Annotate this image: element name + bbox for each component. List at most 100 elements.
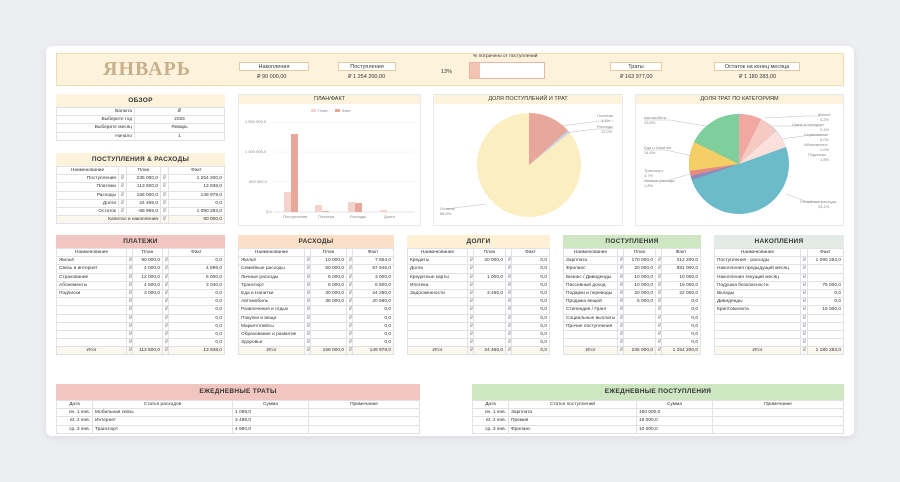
kpi-balance-label: Остаток на конец месяца bbox=[714, 62, 800, 71]
table-row[interactable]: ₽ ₽0,0 bbox=[407, 305, 550, 315]
table-row[interactable]: Прочие поступления ₽ ₽0,0 bbox=[563, 321, 701, 331]
table-row[interactable]: Продажа вещей ₽5 000,0 ₽0,0 bbox=[563, 297, 701, 307]
table-row[interactable]: Жильё ₽10 000,0 ₽7 654,0 bbox=[238, 256, 394, 266]
expenses-title: РАСХОДЫ bbox=[238, 235, 394, 248]
table-row[interactable]: Задолженности ₽3 465,0 ₽0,0 bbox=[407, 288, 550, 299]
table-row[interactable]: Маркетплейсы ₽ ₽0,0 bbox=[238, 321, 394, 331]
table-row: Долги ₽24 465,0 ₽0,0 bbox=[56, 198, 225, 208]
table-row[interactable]: Здоровье ₽ ₽0,0 bbox=[238, 338, 394, 348]
pct-label: % потрачено от поступлений bbox=[473, 54, 538, 59]
kpi-spend-value: ₽ 163 977,00 bbox=[620, 74, 653, 80]
overview-title: ОБЗОР bbox=[56, 94, 225, 107]
table-row[interactable]: вт, 2 янв. Интернет 3 499,0 bbox=[56, 416, 420, 426]
table-row[interactable]: пн, 1 янв. Зарплата 150 000,0 bbox=[472, 408, 844, 418]
table-row[interactable]: ₽ ₽0,0 bbox=[56, 313, 225, 323]
table-row[interactable]: Криптовалюта ₽15 000,0 bbox=[714, 305, 844, 315]
month-select[interactable]: Январь bbox=[134, 123, 225, 133]
table-row[interactable]: Бизнес / Дивиденды ₽10 000,0 ₽10 000,0 bbox=[563, 272, 701, 282]
total-row: Итог ₽156 000,0 ₽149 979,0 bbox=[238, 346, 394, 356]
table-row[interactable]: ₽ bbox=[714, 321, 844, 331]
start-day-input[interactable]: 1 bbox=[134, 131, 225, 141]
bar-plan-expenses bbox=[348, 202, 355, 212]
pct-value: 13% bbox=[441, 69, 453, 75]
table-row[interactable]: ₽ ₽0,0 bbox=[407, 321, 550, 331]
table-row[interactable]: Развлечения и отдых ₽ ₽0,0 bbox=[238, 305, 394, 315]
table-row[interactable]: ₽ ₽0,0 bbox=[563, 338, 701, 348]
col-header: Факт bbox=[168, 165, 225, 176]
slice-housing bbox=[739, 113, 761, 164]
table-row[interactable]: Социальные выплаты ₽ ₽0,0 bbox=[563, 313, 701, 323]
table-row[interactable]: Покупки и вещи ₽ ₽0,0 bbox=[238, 313, 394, 323]
table-row[interactable]: Личные расходы ₽6 000,0 ₽3 000,0 bbox=[238, 272, 394, 282]
table-row[interactable]: Транспорт ₽5 000,0 ₽6 500,0 bbox=[238, 280, 394, 290]
table-row[interactable]: ₽ ₽0,0 bbox=[56, 305, 225, 315]
category-share-chart: ДОЛЯ ТРАТ ПО КАТЕГОРИЯМ Жильё 4,2% Связь… bbox=[635, 94, 844, 226]
pct-spent-fill bbox=[470, 63, 480, 78]
table-row[interactable]: Долги ₽ ₽0,0 bbox=[407, 264, 550, 274]
table-row[interactable]: Абонементы ₽4 500,0 ₽3 040,0 bbox=[56, 280, 225, 290]
table-row: Платежи ₽113 500,0 ₽13 938,0 bbox=[56, 182, 225, 192]
table-row[interactable]: Накопления текущий месяц ₽ bbox=[714, 272, 844, 282]
pct-spent-bar bbox=[469, 62, 545, 79]
table-row[interactable]: ₽ ₽0,0 bbox=[563, 329, 701, 340]
table-row[interactable]: Накопления предыдущий месяц ₽ bbox=[714, 264, 844, 274]
table-row[interactable]: ₽ bbox=[714, 313, 844, 323]
table-row[interactable]: ₽ ₽0,0 bbox=[56, 297, 225, 307]
table-row[interactable]: Дивиденды ₽0,0 bbox=[714, 297, 844, 307]
table-row[interactable]: Вклады ₽0,0 bbox=[714, 288, 844, 299]
table-row[interactable]: ср, 3 янв. Фриланс 10 000,0 bbox=[472, 424, 844, 434]
table-row[interactable]: Поступления - расходы ₽1 090 283,0 bbox=[714, 256, 844, 266]
table-row[interactable]: Кредитные карты ₽1 000,0 ₽0,0 bbox=[407, 272, 550, 282]
table-row[interactable]: ₽ ₽0,0 bbox=[407, 313, 550, 323]
plan-fact-title: ПЛАН/ФАКТ bbox=[239, 95, 420, 104]
kpi-savings-value: ₽ 90 000,00 bbox=[257, 74, 287, 80]
table-row[interactable]: Пассивный доход ₽10 000,0 ₽19 000,0 bbox=[563, 280, 701, 290]
table-row[interactable]: ₽ bbox=[714, 338, 844, 348]
table-row[interactable]: ₽ ₽0,0 bbox=[407, 338, 550, 348]
table-row[interactable]: Семейные расходы ₽50 000,0 ₽87 945,0 bbox=[238, 264, 394, 274]
plan-fact-chart: ПЛАН/ФАКТ План Факт 1 500 000,0 1 000 00… bbox=[238, 94, 421, 226]
table-row[interactable]: ₽ ₽0,0 bbox=[407, 297, 550, 307]
table-row[interactable]: ср, 3 янв. Транспорт 4 990,0 bbox=[56, 424, 420, 434]
table-row[interactable]: ₽ ₽0,0 bbox=[56, 321, 225, 331]
table-row[interactable]: ₽ ₽0,0 bbox=[407, 329, 550, 340]
daily-expenses-table: ЕЖЕДНЕВНЫЕ ТРАТЫ Дата Статья расходов Сумм… bbox=[56, 384, 420, 434]
table-row[interactable]: ₽ bbox=[714, 329, 844, 340]
overview-label: Начало bbox=[56, 131, 135, 141]
table-row[interactable]: ₽ ₽0,0 bbox=[56, 338, 225, 348]
table-row[interactable]: Связь и интернет ₽4 000,0 ₽4 898,0 bbox=[56, 264, 225, 274]
debts-title: ДОЛГИ bbox=[407, 235, 550, 248]
table-row[interactable]: Зарплата ₽170 000,0 ₽312 200,0 bbox=[563, 256, 701, 266]
table-row[interactable]: Еда и Напитки ₽30 000,0 ₽24 290,0 bbox=[238, 288, 394, 299]
total-row: Итог ₽24 465,0 ₽0,0 bbox=[407, 346, 550, 356]
table-row[interactable]: Ипотека ₽ ₽0,0 bbox=[407, 280, 550, 290]
bar-plan-payments bbox=[315, 205, 322, 212]
table-row[interactable]: ₽ ₽0,0 bbox=[56, 329, 225, 340]
table-row[interactable]: Образование и развитие ₽ ₽0,0 bbox=[238, 329, 394, 340]
slice-auto bbox=[694, 113, 739, 164]
kpi-savings-label: Накопления bbox=[239, 62, 309, 71]
table-row[interactable]: Стипендия / Грант ₽ ₽0,0 bbox=[563, 305, 701, 315]
total-row: Итог ₽1 180 283,0 bbox=[714, 346, 844, 356]
table-row[interactable]: Подарки и переводы ₽20 000,0 ₽22 000,0 bbox=[563, 288, 701, 299]
currency-select[interactable]: ₽ bbox=[134, 106, 225, 117]
daily-expenses-title: ЕЖЕДНЕВНЫЕ ТРАТЫ bbox=[56, 384, 420, 400]
incomes-table: ПОСТУПЛЕНИЯ Наименование План Факт Зарплат… bbox=[563, 235, 701, 356]
total-row: Итог ₽235 000,0 ₽1 254 200,0 bbox=[563, 346, 701, 356]
year-select[interactable]: 2025 bbox=[134, 115, 225, 125]
kpi-spend-label: Траты bbox=[610, 62, 662, 71]
income-expense-title: ПОСТУПЛЕНИЯ & РАСХОДЫ bbox=[56, 153, 225, 166]
table-row[interactable]: Подушка безопасности ₽75 000,0 bbox=[714, 280, 844, 290]
table-row[interactable]: Фриланс ₽20 000,0 ₽891 000,0 bbox=[563, 264, 701, 274]
col-header: План bbox=[126, 165, 161, 176]
table-row[interactable]: Кредиты ₽20 000,0 ₽0,0 bbox=[407, 256, 550, 266]
slice-expenses bbox=[529, 113, 570, 165]
table-row[interactable]: вт, 2 янв. Премия 18 000,0 bbox=[472, 416, 844, 426]
table-row[interactable]: Жильё ₽90 000,0 ₽0,0 bbox=[56, 256, 225, 266]
table-row[interactable]: Подписки ₽3 000,0 ₽0,0 bbox=[56, 288, 225, 299]
table-row[interactable]: Автомобиль ₽35 000,0 ₽20 590,0 bbox=[238, 297, 394, 307]
table-row[interactable]: пн, 1 янв. Мобильная связь 1 099,0 bbox=[56, 408, 420, 418]
overview-label: Валюта bbox=[56, 106, 135, 117]
legend-fact: Факт bbox=[342, 108, 351, 113]
table-row[interactable]: Страхование ₽12 000,0 ₽6 000,0 bbox=[56, 272, 225, 282]
